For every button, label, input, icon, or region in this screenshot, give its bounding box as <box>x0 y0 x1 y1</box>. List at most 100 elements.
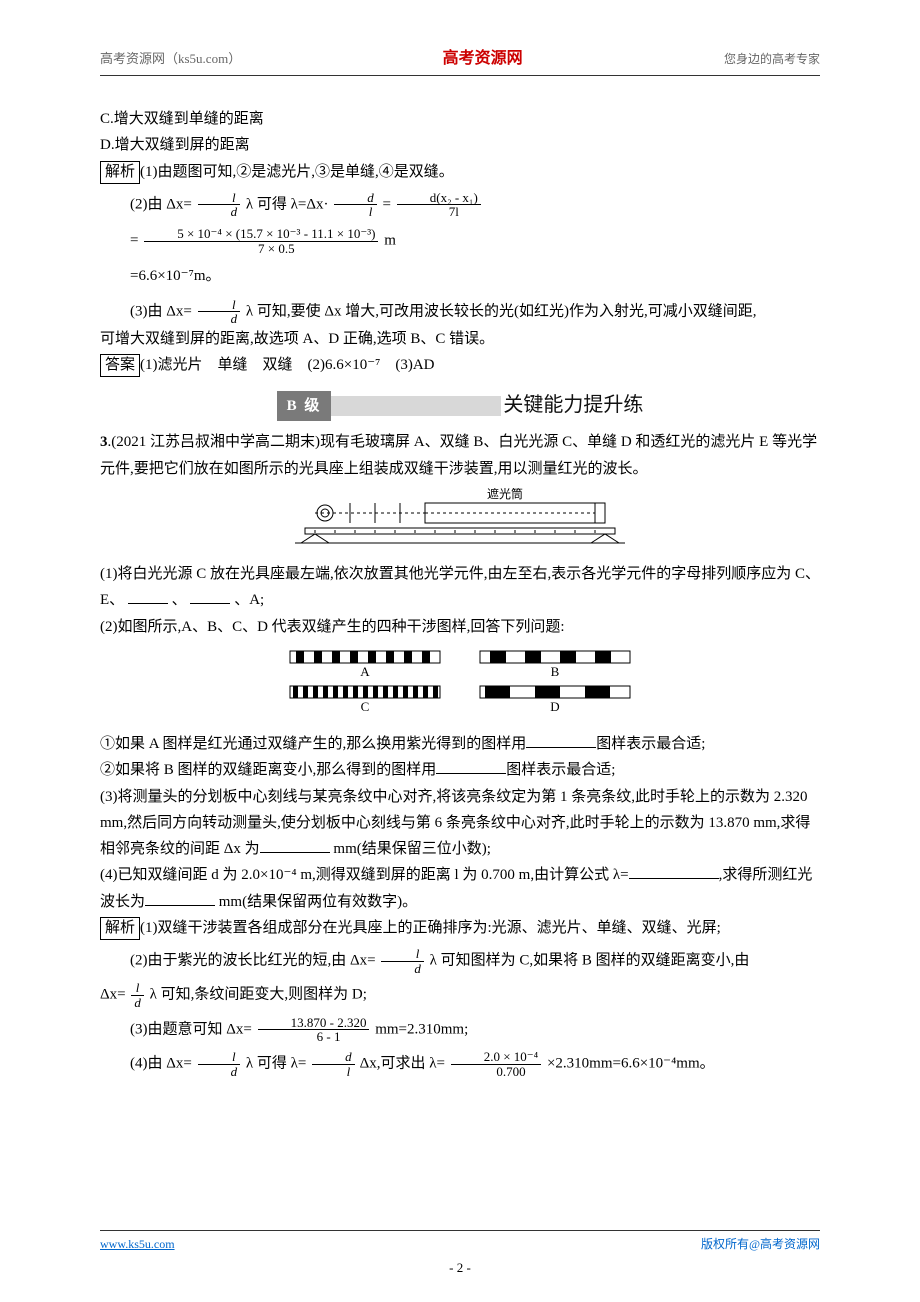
figure-patterns: A B C D <box>100 646 820 725</box>
analysis2-p5: (4)由 Δx= ld λ 可得 λ= dl Δx,可求出 λ= 2.0 × 1… <box>100 1050 820 1078</box>
txt: λ 可知,条纹间距变大,则图样为 D; <box>150 987 367 1003</box>
analysis2-p4: (3)由题意可知 Δx= 13.870 - 2.3206 - 1 mm=2.31… <box>100 1016 820 1044</box>
pattern-d: D <box>480 686 630 714</box>
den: d <box>198 1065 241 1079</box>
footer-divider <box>100 1230 820 1231</box>
header-right: 您身边的高考专家 <box>724 49 820 70</box>
option-d: D.增大双缝到屏的距离 <box>100 132 820 158</box>
q3-p6: (4)已知双缝间距 d 为 2.0×10⁻⁴ m,测得双缝到屏的距离 l 为 0… <box>100 862 820 915</box>
header-divider <box>100 75 820 76</box>
svg-text:A: A <box>360 664 370 679</box>
answer-label: 答案 <box>100 354 140 377</box>
txt: λ 可得 λ= <box>246 1056 307 1072</box>
q3-src: .(2021 江苏吕叔湘中学高二期末)现有毛玻璃屏 A、双缝 B、白光光源 C、… <box>100 434 817 476</box>
num: l <box>198 298 241 313</box>
txt: 图样表示最合适; <box>506 762 615 778</box>
header-left: 高考资源网（ks5u.com） <box>100 48 241 71</box>
page-header: 高考资源网（ks5u.com） 高考资源网 您身边的高考专家 <box>100 45 820 73</box>
num: d <box>334 191 377 206</box>
txt: (3)由 Δx= <box>130 303 192 319</box>
answer1: 答案(1)滤光片 单缝 双缝 (2)6.6×10⁻⁷ (3)AD <box>100 352 820 378</box>
num: 5 × 10⁻⁴ × (15.7 × 10⁻³ - 11.1 × 10⁻³) <box>144 227 378 242</box>
blank <box>145 891 215 906</box>
txt: 图样表示最合适; <box>596 736 705 752</box>
pattern-a: A <box>290 651 440 679</box>
analysis1-result: =6.6×10⁻⁷m。 <box>100 263 820 289</box>
frac-eq2: 5 × 10⁻⁴ × (15.7 × 10⁻³ - 11.1 × 10⁻³)7 … <box>144 227 378 255</box>
analysis1-eq1: (2)由 Δx= ld λ 可得 λ=Δx· dl = d(x₂ - x₁)7l <box>100 191 820 219</box>
txt: mm(结果保留两位有效数字)。 <box>215 894 417 910</box>
frac-l-over-d: ld <box>198 191 241 219</box>
page-number: - 2 - <box>100 1257 820 1280</box>
txt: (4)由 Δx= <box>130 1056 192 1072</box>
txt: = <box>130 233 138 249</box>
txt: λ 可知,要使 Δx 增大,可改用波长较长的光(如红光)作为入射光,可减小双缝间… <box>246 303 757 319</box>
banner-line <box>331 396 501 416</box>
analysis1-p1: (1)由题图可知,②是滤光片,③是单缝,④是双缝。 <box>140 164 454 180</box>
txt: ×2.310mm=6.6×10⁻⁴mm。 <box>547 1056 715 1072</box>
frac-l-over-d: ld <box>131 981 144 1009</box>
analysis1-eq2: = 5 × 10⁻⁴ × (15.7 × 10⁻³ - 11.1 × 10⁻³)… <box>100 227 820 255</box>
txt: (4)已知双缝间距 d 为 2.0×10⁻⁴ m,测得双缝到屏的距离 l 为 0… <box>100 867 629 883</box>
header-center: 高考资源网 <box>443 45 523 73</box>
footer-copyright: 版权所有@高考资源网 <box>701 1234 820 1255</box>
num: d(x₂ - x₁) <box>397 191 481 206</box>
frac-eq4: 2.0 × 10⁻⁴0.700 <box>451 1050 541 1078</box>
analysis1-p3: (3)由 Δx= ld λ 可知,要使 Δx 增大,可改用波长较长的光(如红光)… <box>100 298 820 326</box>
txt: (1)双缝干涉装置各组成部分在光具座上的正确排序为:光源、滤光片、单缝、双缝、光… <box>140 920 721 936</box>
num: 13.870 - 2.320 <box>258 1016 370 1031</box>
q3-p1: (1)将白光光源 C 放在光具座最左端,依次放置其他光学元件,由左至右,表示各光… <box>100 561 820 614</box>
analysis1-p4: 可增大双缝到屏的距离,故选项 A、D 正确,选项 B、C 错误。 <box>100 326 820 352</box>
den: 7 × 0.5 <box>144 242 378 256</box>
banner-title: 关键能力提升练 <box>503 388 643 423</box>
den: l <box>334 205 377 219</box>
txt: ①如果 A 图样是红光通过双缝产生的,那么换用紫光得到的图样用 <box>100 736 526 752</box>
frac-eq3: 13.870 - 2.3206 - 1 <box>258 1016 370 1044</box>
svg-text:C: C <box>361 699 370 714</box>
pattern-c: C <box>290 686 440 714</box>
txt: Δx,可求出 λ= <box>360 1056 445 1072</box>
q3-p5: (3)将测量头的分划板中心刻线与某亮条纹中心对齐,将该亮条纹定为第 1 条亮条纹… <box>100 784 820 863</box>
num: l <box>131 981 144 996</box>
txt: mm=2.310mm; <box>375 1021 468 1037</box>
frac-eq1: d(x₂ - x₁)7l <box>397 191 481 219</box>
blank <box>629 864 719 879</box>
level-badge: B 级 <box>277 391 332 421</box>
q3-p2: (2)如图所示,A、B、C、D 代表双缝产生的四种干涉图样,回答下列问题: <box>100 614 820 640</box>
den: d <box>198 312 241 326</box>
blank <box>260 838 330 853</box>
txt: Δx= <box>100 987 126 1003</box>
frac-l-over-d: ld <box>198 1050 241 1078</box>
num: l <box>381 947 424 962</box>
q3-stem: 3.(2021 江苏吕叔湘中学高二期末)现有毛玻璃屏 A、双缝 B、白光光源 C… <box>100 429 820 482</box>
num: 2.0 × 10⁻⁴ <box>451 1050 541 1065</box>
den: 7l <box>397 205 481 219</box>
den: d <box>198 205 241 219</box>
frac-d-over-l: dl <box>312 1050 355 1078</box>
frac-l-over-d: ld <box>381 947 424 975</box>
txt: m <box>384 233 396 249</box>
num: l <box>198 1050 241 1065</box>
q3-p4: ②如果将 B 图样的双缝距离变小,那么得到的图样用 图样表示最合适; <box>100 757 820 783</box>
page-footer: www.ks5u.com 版权所有@高考资源网 - 2 - <box>100 1230 820 1280</box>
analysis-label: 解析 <box>100 917 140 940</box>
num: d <box>312 1050 355 1065</box>
frac-l-over-d: ld <box>198 298 241 326</box>
txt: ②如果将 B 图样的双缝距离变小,那么得到的图样用 <box>100 762 436 778</box>
txt: λ 可得 λ=Δx· <box>246 196 329 212</box>
svg-text:D: D <box>550 699 559 714</box>
blank <box>436 759 506 774</box>
analysis1-line1: 解析(1)由题图可知,②是滤光片,③是单缝,④是双缝。 <box>100 159 820 185</box>
q3-num: 3 <box>100 434 108 450</box>
txt: (3)由题意可知 Δx= <box>130 1021 252 1037</box>
pattern-b: B <box>480 651 630 679</box>
num: l <box>198 191 241 206</box>
txt: (2)由于紫光的波长比红光的短,由 Δx= <box>130 953 376 969</box>
fig-label: 遮光筒 <box>487 488 523 501</box>
txt: = <box>383 196 395 212</box>
txt: (2)由 Δx= <box>130 196 192 212</box>
txt: 、 <box>172 592 187 608</box>
analysis2-line1: 解析(1)双缝干涉装置各组成部分在光具座上的正确排序为:光源、滤光片、单缝、双缝… <box>100 915 820 941</box>
option-c: C.增大双缝到单缝的距离 <box>100 106 820 132</box>
den: d <box>381 962 424 976</box>
